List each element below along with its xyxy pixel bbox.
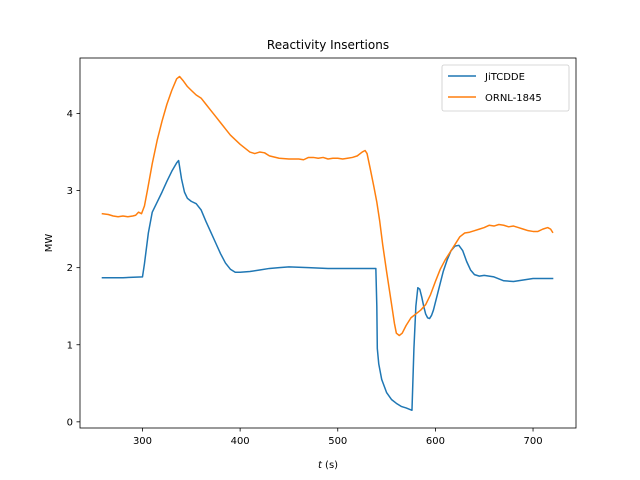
y-axis-ticks: 0 1 2 3 4 — [67, 109, 80, 428]
x-tick-label: 700 — [523, 436, 542, 447]
x-tick-label: 400 — [231, 436, 250, 447]
y-axis-label: MW — [44, 234, 55, 253]
y-tick-label: 2 — [67, 263, 73, 274]
series-line-ornl-1845 — [101, 75, 554, 337]
x-axis-label-unit: (s) — [322, 460, 338, 471]
legend-label-jitcdde: JiTCDDE — [484, 72, 525, 83]
y-tick-label: 3 — [67, 186, 73, 197]
y-tick-label: 0 — [67, 417, 73, 428]
plot-lines — [101, 75, 554, 412]
chart-title: Reactivity Insertions — [267, 38, 389, 52]
y-tick-label: 4 — [67, 109, 73, 120]
x-tick-label: 500 — [328, 436, 347, 447]
x-axis-label-var: t — [318, 460, 323, 471]
y-tick-label: 1 — [67, 340, 73, 351]
series-line-jitcdde — [101, 159, 554, 412]
x-axis-label: t (s) — [318, 460, 338, 471]
legend: JiTCDDE ORNL-1845 — [441, 64, 570, 112]
x-tick-label: 600 — [426, 436, 445, 447]
x-axis-ticks: 300 400 500 600 700 — [133, 428, 543, 447]
x-tick-label: 300 — [133, 436, 152, 447]
axes-frame — [79, 57, 577, 429]
legend-label-ornl-1845: ORNL-1845 — [485, 93, 542, 104]
